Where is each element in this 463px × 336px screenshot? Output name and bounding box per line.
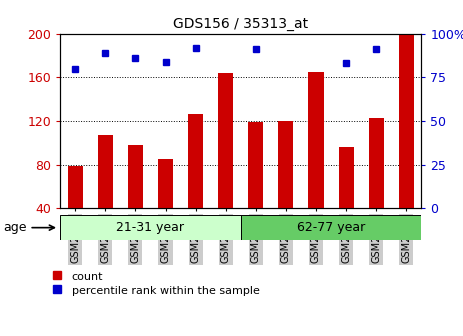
Legend: count, percentile rank within the sample: count, percentile rank within the sample [52,271,260,296]
Text: 62-77 year: 62-77 year [297,221,365,234]
Bar [128,145,143,208]
Bar [248,122,263,208]
Bar [308,72,324,208]
Bar [241,215,421,240]
Text: 21-31 year: 21-31 year [117,221,184,234]
Bar [369,118,384,208]
Bar [399,35,414,208]
Bar [188,114,203,208]
Bar [218,73,233,208]
Bar [60,215,241,240]
Title: GDS156 / 35313_at: GDS156 / 35313_at [173,17,308,31]
Bar [158,159,173,208]
Bar [278,121,294,208]
Text: age: age [3,221,54,234]
Bar [68,166,83,208]
Bar [338,147,354,208]
Bar [98,135,113,208]
